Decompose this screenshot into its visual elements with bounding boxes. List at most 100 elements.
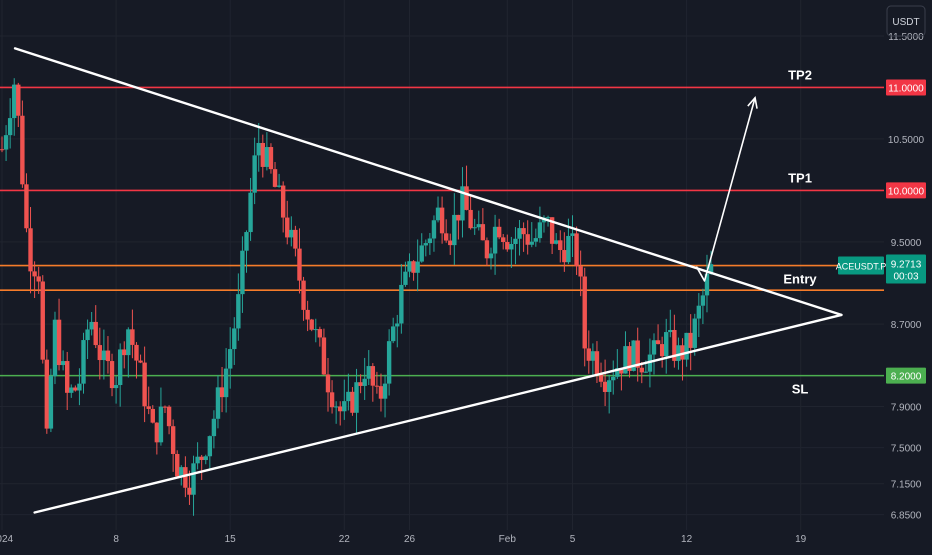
time-axis[interactable]: 20248152226Feb512192: [0, 534, 932, 545]
candle-body: [48, 376, 54, 429]
candle-body: [73, 387, 78, 391]
candle-body: [252, 155, 257, 193]
candle-body: [692, 318, 697, 348]
candle-body: [236, 294, 241, 329]
candle-body: [3, 135, 9, 150]
candle-body: [203, 456, 208, 461]
candle-body: [101, 350, 107, 361]
candle-body: [521, 228, 526, 235]
candle-body: [162, 406, 168, 408]
x-tick-label: 15: [225, 534, 237, 545]
candle-body: [554, 240, 559, 244]
candle-body: [407, 261, 412, 272]
candle-body: [484, 240, 490, 259]
candle-body: [460, 186, 465, 221]
candle-body: [708, 264, 714, 274]
candle-body: [276, 185, 282, 187]
candle-body: [223, 368, 229, 398]
candle-body: [321, 337, 327, 375]
candle-body: [615, 368, 620, 377]
arrow-path: [695, 97, 756, 282]
candle-body: [586, 348, 591, 361]
candle-body: [195, 456, 200, 464]
lower-trendline[interactable]: [33, 313, 843, 514]
level-label-tp2: TP2: [788, 67, 812, 82]
current-price-text: 9.2713: [891, 260, 922, 271]
candle-body: [619, 368, 624, 374]
x-tick-label: 5: [570, 534, 576, 545]
candle-body: [578, 266, 583, 277]
candle-body: [191, 463, 196, 495]
y-tick-label: 7.1500: [891, 480, 922, 491]
candle-body: [509, 243, 514, 250]
candlestick-series: [0, 78, 714, 516]
candle-body: [309, 319, 314, 330]
candle-body: [317, 329, 323, 338]
candle-body: [280, 185, 286, 218]
candle-body: [215, 387, 221, 419]
candle-body: [590, 351, 596, 361]
candle-body: [411, 261, 416, 273]
price-tag-sl: 8.2000: [886, 367, 926, 384]
candle-body: [378, 386, 384, 399]
candle-body: [109, 361, 115, 389]
triangle-pattern: [13, 47, 843, 514]
candle-body: [582, 276, 587, 349]
candle-body: [122, 349, 127, 356]
candle-body: [89, 321, 94, 330]
candle-body: [435, 207, 441, 221]
candle-body: [651, 340, 657, 355]
candle-body: [627, 346, 632, 371]
candle-body: [659, 344, 665, 357]
y-tick-label: 10.5000: [888, 135, 925, 146]
candle-body: [525, 234, 530, 245]
symbol-tag: ACEUSDT.P: [836, 256, 886, 275]
candle-body: [175, 453, 180, 477]
candle-body: [423, 243, 428, 246]
candle-body: [256, 142, 261, 156]
candle-body: [488, 253, 494, 259]
candle-body: [126, 329, 131, 356]
currency-button[interactable]: USDT: [886, 5, 926, 37]
candle-body: [439, 207, 445, 234]
candle-body: [395, 323, 400, 327]
x-tick-label: 22: [339, 534, 351, 545]
candle-body: [399, 284, 404, 324]
candle-body: [606, 380, 612, 392]
candle-body: [574, 233, 579, 267]
candle-body: [342, 401, 347, 412]
candle-body: [382, 383, 388, 399]
candle-body: [170, 426, 176, 454]
candle-body: [386, 341, 392, 384]
candle-body: [7, 118, 13, 136]
candle-body: [333, 406, 339, 408]
candle-body: [346, 391, 351, 402]
currency-button-label: USDT: [892, 17, 919, 28]
candle-body: [105, 350, 111, 362]
candle-body: [415, 261, 420, 273]
candle-body: [20, 115, 25, 185]
x-tick-label: 2024: [0, 534, 14, 545]
candle-body: [52, 319, 58, 377]
candle-body: [325, 374, 331, 393]
countdown-text: 00:03: [893, 272, 918, 283]
candle-body: [635, 340, 640, 368]
candle-body: [448, 240, 453, 246]
candle-body: [545, 217, 551, 219]
candle-body: [154, 422, 160, 443]
x-tick-label: 19: [795, 534, 807, 545]
candle-body: [566, 235, 571, 263]
upper-trendline[interactable]: [13, 47, 843, 317]
candle-body: [602, 381, 608, 392]
x-tick-label: 8: [113, 534, 119, 545]
arrow-head: [747, 95, 758, 109]
candle-body: [232, 328, 237, 350]
candle-body: [350, 391, 355, 413]
candle-body: [60, 361, 66, 366]
y-tick-label: 9.5000: [891, 238, 922, 249]
candle-body: [260, 142, 265, 167]
level-label-entry: Entry: [783, 272, 817, 287]
candle-body: [676, 345, 681, 361]
